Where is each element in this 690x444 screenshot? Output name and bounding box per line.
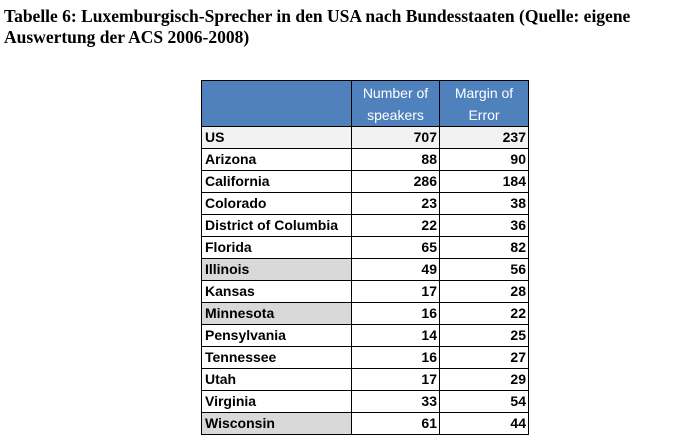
speakers-cell: 33 bbox=[351, 390, 440, 413]
speakers-cell: 16 bbox=[351, 346, 440, 369]
table-row: Utah 17 29 bbox=[201, 368, 529, 391]
margin-cell: 28 bbox=[439, 280, 529, 303]
speakers-table: Number of speakers Margin of Error US 707… bbox=[201, 80, 529, 435]
table-row: Kansas 17 28 bbox=[201, 280, 529, 303]
table-row: US 707 237 bbox=[201, 126, 529, 149]
table-row: Colorado 23 38 bbox=[201, 192, 529, 215]
margin-cell: 38 bbox=[439, 192, 529, 215]
margin-cell: 27 bbox=[439, 346, 529, 369]
state-cell: California bbox=[201, 170, 352, 193]
speakers-cell: 707 bbox=[351, 126, 440, 149]
table-row: Wisconsin 61 44 bbox=[201, 412, 529, 435]
table-row: Pensylvania 14 25 bbox=[201, 324, 529, 347]
margin-cell: 56 bbox=[439, 258, 529, 281]
state-cell: Virginia bbox=[201, 390, 352, 413]
table-row: Florida 65 82 bbox=[201, 236, 529, 259]
margin-cell: 237 bbox=[439, 126, 529, 149]
state-cell: Wisconsin bbox=[201, 412, 352, 435]
state-cell: Florida bbox=[201, 236, 352, 259]
margin-cell: 82 bbox=[439, 236, 529, 259]
table-row: Illinois 49 56 bbox=[201, 258, 529, 281]
margin-cell: 90 bbox=[439, 148, 529, 171]
margin-cell: 25 bbox=[439, 324, 529, 347]
caption-line-1: Tabelle 6: Luxemburgisch-Sprecher in den… bbox=[4, 6, 631, 26]
table-row: Virginia 33 54 bbox=[201, 390, 529, 413]
state-cell: Kansas bbox=[201, 280, 352, 303]
table-row: Tennessee 16 27 bbox=[201, 346, 529, 369]
speakers-cell: 22 bbox=[351, 214, 440, 237]
margin-cell: 36 bbox=[439, 214, 529, 237]
speakers-cell: 16 bbox=[351, 302, 440, 325]
table-row: District of Columbia 22 36 bbox=[201, 214, 529, 237]
speakers-cell: 49 bbox=[351, 258, 440, 281]
state-cell: District of Columbia bbox=[201, 214, 352, 237]
table-row: Minnesota 16 22 bbox=[201, 302, 529, 325]
header-number-of-speakers: Number of speakers bbox=[351, 80, 440, 127]
table-header-row: Number of speakers Margin of Error bbox=[201, 80, 529, 127]
state-cell: Minnesota bbox=[201, 302, 352, 325]
speakers-cell: 17 bbox=[351, 368, 440, 391]
state-cell: Arizona bbox=[201, 148, 352, 171]
state-cell: Tennessee bbox=[201, 346, 352, 369]
speakers-cell: 88 bbox=[351, 148, 440, 171]
caption-line-2: Auswertung der ACS 2006-2008) bbox=[4, 27, 250, 47]
state-cell: Utah bbox=[201, 368, 352, 391]
speakers-cell: 14 bbox=[351, 324, 440, 347]
speakers-cell: 286 bbox=[351, 170, 440, 193]
state-cell: Colorado bbox=[201, 192, 352, 215]
table-row: California 286 184 bbox=[201, 170, 529, 193]
margin-cell: 54 bbox=[439, 390, 529, 413]
header-margin-of-error: Margin of Error bbox=[439, 80, 529, 127]
margin-cell: 44 bbox=[439, 412, 529, 435]
state-cell: US bbox=[201, 126, 352, 149]
margin-cell: 22 bbox=[439, 302, 529, 325]
state-cell: Pensylvania bbox=[201, 324, 352, 347]
speakers-cell: 65 bbox=[351, 236, 440, 259]
state-cell: Illinois bbox=[201, 258, 352, 281]
speakers-cell: 23 bbox=[351, 192, 440, 215]
table-caption: Tabelle 6: Luxemburgisch-Sprecher in den… bbox=[4, 6, 688, 48]
speakers-cell: 61 bbox=[351, 412, 440, 435]
header-state bbox=[201, 80, 352, 127]
margin-cell: 184 bbox=[439, 170, 529, 193]
table-row: Arizona 88 90 bbox=[201, 148, 529, 171]
margin-cell: 29 bbox=[439, 368, 529, 391]
speakers-cell: 17 bbox=[351, 280, 440, 303]
